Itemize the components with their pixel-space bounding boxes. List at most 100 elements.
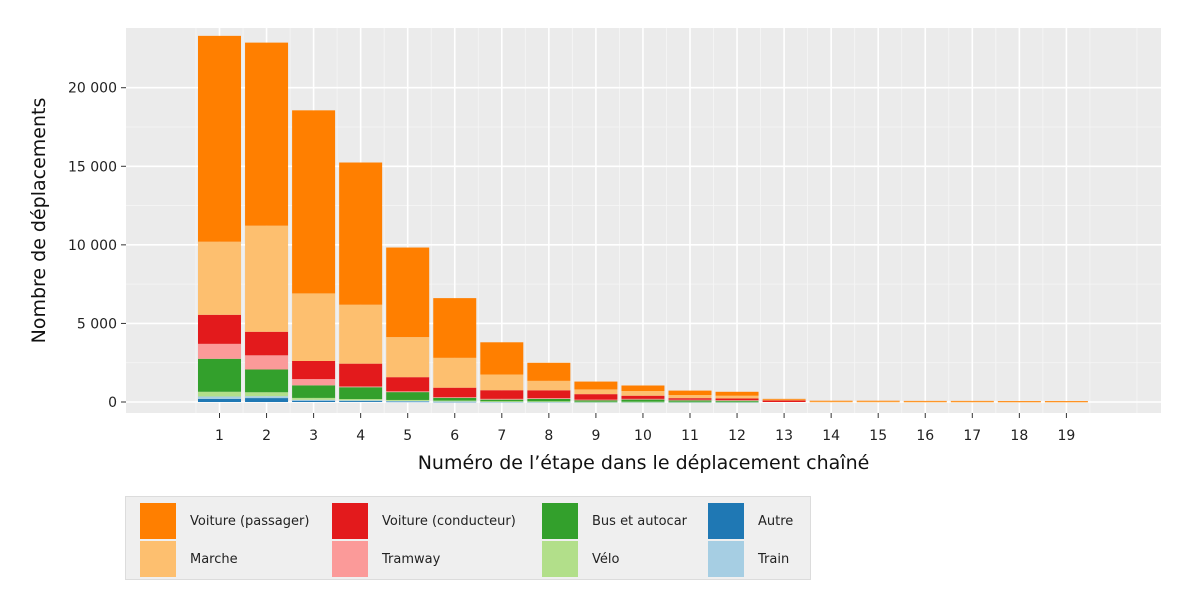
bar-segment [386, 401, 430, 403]
bar-segment [574, 400, 618, 402]
legend-label: Bus et autocar [592, 513, 688, 529]
x-tick-label: 8 [544, 428, 553, 444]
bar-segment [339, 387, 383, 400]
bar-segment [715, 391, 759, 396]
bar-segment [433, 397, 477, 398]
bar-segment [386, 337, 430, 378]
bar-segment [668, 400, 712, 402]
bar-segment [339, 400, 383, 402]
bar-segment [292, 360, 336, 380]
bar-segment [292, 110, 336, 294]
y-tick-label: 20 000 [68, 81, 117, 97]
legend-item-train: Train [708, 541, 789, 577]
bar-segment [198, 314, 241, 344]
x-axis-title: Numéro de l’étape dans le déplacement ch… [418, 452, 870, 474]
bar-segment [292, 385, 336, 398]
legend-swatch [140, 503, 176, 539]
bar-segment [480, 401, 524, 403]
bar-segment [527, 401, 571, 403]
x-tick-label: 10 [634, 428, 652, 444]
legend-item-velo: Vélo [542, 541, 619, 577]
bar-segment [245, 355, 289, 370]
bar-segment [715, 400, 759, 402]
bar-segment [245, 398, 289, 402]
bar-segment [386, 377, 430, 392]
bar-segment [668, 399, 712, 401]
x-tick-label: 9 [591, 428, 600, 444]
bar-segment [198, 391, 241, 397]
bar-segment [433, 298, 477, 358]
bar-segment [762, 399, 806, 401]
bar-segment [856, 400, 900, 402]
bar-segment [433, 400, 477, 402]
bar-segment [292, 397, 336, 400]
bar-segment [997, 401, 1041, 402]
bar-segment [574, 399, 618, 401]
bar-segment [715, 398, 759, 401]
bar-segment [292, 293, 336, 361]
bar-segment [668, 395, 712, 399]
x-tick-label: 16 [916, 428, 934, 444]
bar-segment [292, 379, 336, 386]
bar-segment [997, 401, 1041, 403]
bar-segment [386, 247, 430, 338]
bar-segment [198, 358, 241, 392]
legend-label: Vélo [592, 551, 620, 567]
bar-segment [527, 398, 571, 402]
legend-item-bus-et-autocar: Bus et autocar [542, 503, 687, 539]
bar-segment [527, 398, 571, 399]
legend-swatch [708, 541, 744, 577]
bar-segment [574, 389, 618, 395]
bar-segment [621, 395, 665, 399]
bar-segment [480, 390, 524, 399]
bar-segment [762, 398, 806, 400]
bar-segment [433, 397, 477, 401]
legend-swatch [140, 541, 176, 577]
bar-segment [198, 396, 241, 399]
legend-label: Marche [190, 551, 238, 567]
bar-segment [386, 391, 430, 393]
bar-segment [527, 390, 571, 399]
bar-segment [903, 400, 947, 402]
legend-swatch [332, 503, 368, 539]
bar-segment [1044, 401, 1088, 403]
legend-label: Autre [758, 513, 794, 529]
bar-segment [856, 401, 900, 403]
legend-item-voiture-conducteur: Voiture (conducteur) [332, 503, 516, 539]
bar-segment [339, 386, 383, 388]
bar-segment [245, 225, 289, 332]
bar-segment [433, 387, 477, 398]
y-tick-label: 5 000 [77, 316, 117, 332]
x-tick-label: 6 [450, 428, 459, 444]
bar-segment [668, 401, 712, 403]
legend-label: Train [758, 551, 790, 567]
bar-segment [292, 400, 336, 402]
x-tick-label: 17 [963, 428, 981, 444]
legend-label: Tramway [382, 551, 441, 567]
bar-segment [339, 363, 383, 387]
bar-segment [480, 398, 524, 400]
bar-segment [339, 401, 383, 402]
x-tick-label: 19 [1057, 428, 1075, 444]
y-axis-title: Nombre de déplacements [28, 98, 50, 344]
bar-segment [1044, 401, 1088, 402]
x-tick-label: 5 [403, 428, 412, 444]
bar-segment [621, 401, 665, 403]
bar-segment [621, 398, 665, 400]
x-tick-label: 4 [356, 428, 365, 444]
legend: Voiture (passager) Marche Voiture (condu… [125, 496, 811, 580]
bar-segment [198, 35, 241, 242]
bar-segment [574, 381, 618, 390]
bar-segment [339, 162, 383, 305]
legend-item-tramway: Tramway [332, 541, 440, 577]
x-tick-label: 11 [681, 428, 699, 444]
bar-segment [245, 42, 289, 226]
bar-segment [245, 392, 289, 397]
x-axis: 1 2 3 4 5 6 7 8 9 10 11 12 13 14 15 16 17 18 19 [215, 413, 1075, 444]
y-tick-label: 15 000 [68, 159, 117, 175]
bar-segment [950, 400, 994, 402]
bar-segment [621, 391, 665, 396]
bar-segment [198, 398, 241, 402]
bar-segment [574, 394, 618, 400]
